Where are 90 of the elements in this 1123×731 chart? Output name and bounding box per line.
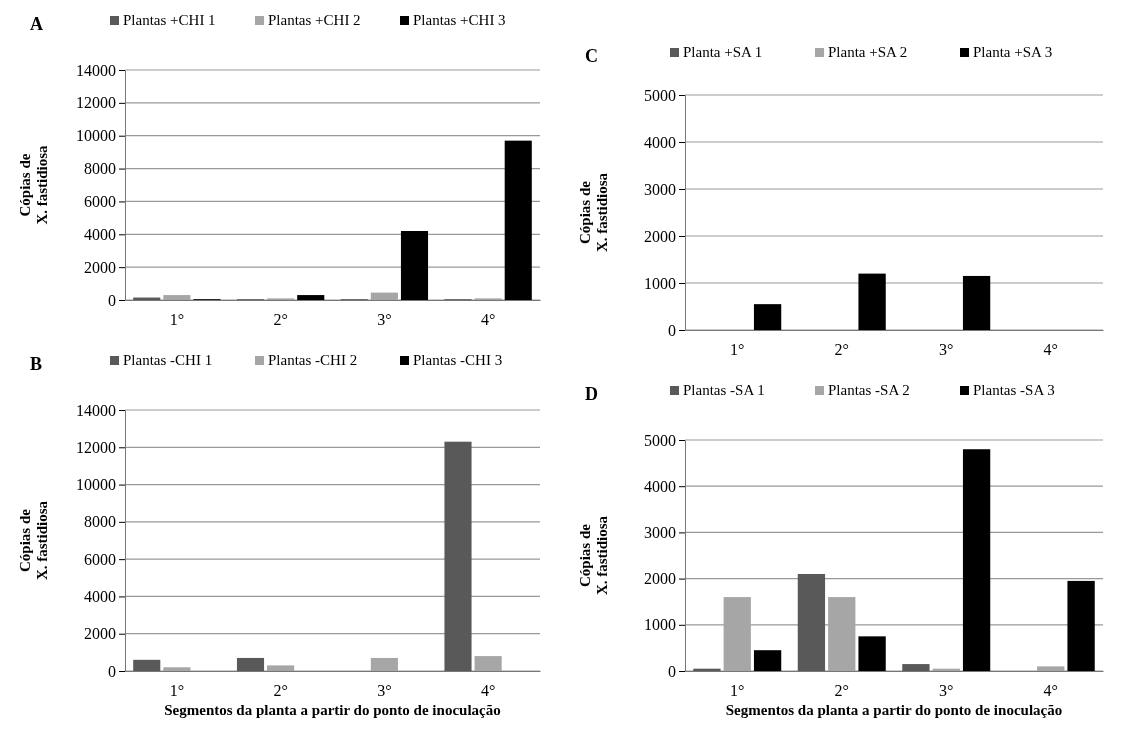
y-tick-label: 0 (668, 321, 676, 339)
bar (370, 292, 398, 300)
bar (236, 657, 265, 671)
chart-title: D (585, 384, 598, 404)
y-tick-label: 0 (108, 291, 116, 309)
legend-label: Plantas -CHI 3 (413, 352, 503, 368)
y-axis-title: Cópias de X. fastidiosa (577, 515, 611, 596)
x-axis-title: Segmentos da planta a partir do ponto de inoculação (725, 702, 1063, 718)
legend-label: Planta +SA 2 (828, 44, 908, 60)
bar (962, 275, 991, 330)
x-tick-label: 2° (834, 341, 849, 358)
bar (797, 573, 826, 671)
y-tick-label: 6000 (84, 550, 116, 568)
legend-label: Plantas -CHI 2 (268, 352, 358, 368)
x-tick-label: 1° (730, 682, 745, 699)
y-tick-label: 1000 (644, 274, 676, 292)
bar (753, 650, 782, 671)
x-tick-label: 4° (1043, 682, 1058, 699)
bar (962, 449, 991, 671)
legend-label: Plantas -CHI 1 (123, 352, 213, 368)
y-tick-label: 12000 (76, 438, 116, 456)
x-tick-label: 3° (939, 341, 954, 358)
bar (133, 659, 161, 671)
y-tick-label: 2000 (644, 570, 676, 588)
x-tick-label: 3° (939, 682, 954, 699)
bar (828, 597, 856, 671)
bar (723, 597, 751, 671)
y-tick-label: 10000 (76, 127, 116, 145)
y-tick-label: 1000 (644, 616, 676, 634)
bar (1037, 666, 1065, 671)
y-tick-label: 5000 (644, 86, 676, 104)
bar (902, 664, 930, 671)
bar (163, 667, 191, 671)
y-tick-label: 0 (668, 662, 676, 680)
bar (444, 441, 472, 671)
legend-label: Plantas -SA 3 (973, 382, 1055, 398)
y-tick-label: 3000 (644, 524, 676, 542)
y-tick-label: 4000 (84, 588, 116, 606)
legend-label: Plantas +CHI 1 (123, 12, 216, 28)
x-tick-label: 1° (169, 311, 185, 328)
y-tick-label: 2000 (84, 625, 116, 643)
y-tick-label: 2000 (644, 227, 676, 245)
bar (753, 304, 782, 330)
y-tick-label: 4000 (644, 133, 676, 151)
x-axis-title: Segmentos da planta a partir do ponto de inoculação (164, 702, 501, 718)
y-tick-label: 6000 (84, 193, 116, 211)
y-tick-label: 14000 (76, 61, 116, 79)
y-tick-label: 8000 (84, 513, 116, 531)
x-tick-label: 3° (377, 311, 392, 328)
legend-label: Planta +SA 1 (683, 44, 763, 60)
x-tick-label: 4° (1043, 341, 1058, 358)
x-tick-label: 2° (273, 682, 288, 699)
chart-title: B (30, 354, 43, 374)
legend-label: Plantas -SA 1 (683, 382, 765, 398)
x-tick-label: 4° (480, 311, 496, 328)
bar (858, 636, 886, 671)
y-axis-title: Cópias de X. fastidiosa (17, 144, 51, 225)
bar (163, 295, 191, 300)
bar (400, 231, 429, 300)
x-tick-label: 2° (273, 311, 288, 328)
bar (370, 657, 398, 671)
chart-title: C (585, 46, 598, 66)
y-tick-label: 14000 (76, 401, 116, 419)
y-tick-label: 8000 (84, 160, 116, 178)
y-tick-label: 0 (108, 662, 116, 680)
x-tick-label: 4° (480, 682, 496, 699)
x-tick-label: 1° (169, 682, 185, 699)
y-tick-label: 12000 (76, 94, 116, 112)
x-tick-label: 1° (730, 341, 745, 358)
y-axis-title: Cópias de X. fastidiosa (577, 172, 611, 253)
legend-label: Plantas +CHI 3 (413, 12, 506, 28)
bar (297, 295, 325, 300)
x-tick-label: 3° (377, 682, 392, 699)
bar (267, 665, 295, 671)
bar (474, 656, 502, 671)
legend-label: Planta +SA 3 (973, 44, 1053, 60)
y-tick-label: 10000 (76, 476, 116, 494)
legend-label: Plantas -SA 2 (828, 382, 910, 398)
y-tick-label: 2000 (84, 258, 116, 276)
bar (1067, 580, 1095, 671)
legend-label: Plantas +CHI 2 (268, 12, 361, 28)
y-axis-title: Cópias de X. fastidiosa (17, 500, 51, 581)
bar (504, 140, 532, 300)
y-tick-label: 4000 (84, 225, 116, 243)
bar (858, 273, 886, 330)
y-tick-label: 3000 (644, 180, 676, 198)
x-tick-label: 2° (834, 682, 849, 699)
chart-title: A (30, 14, 43, 34)
y-tick-label: 4000 (644, 477, 676, 495)
y-tick-label: 5000 (644, 431, 676, 449)
